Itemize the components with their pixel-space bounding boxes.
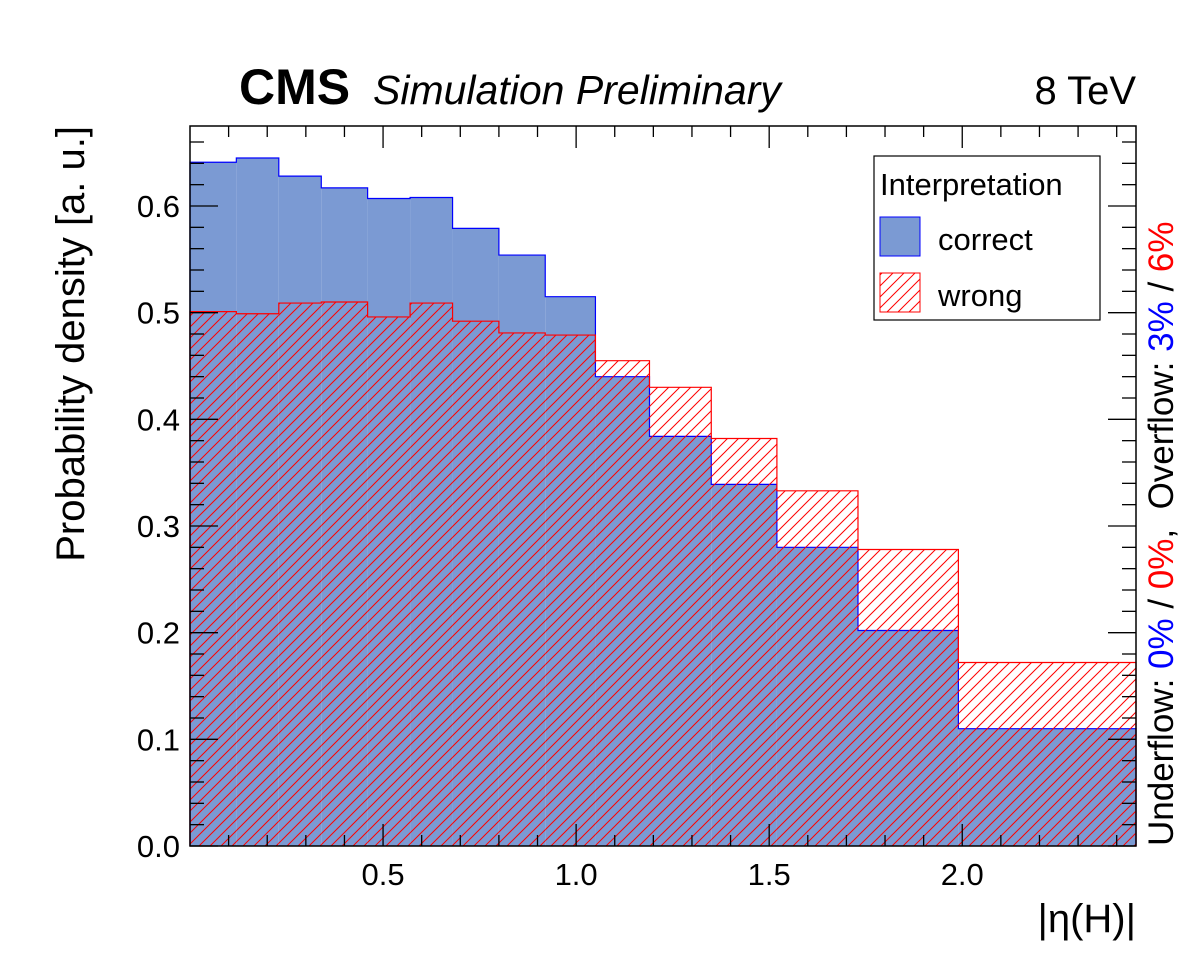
x-axis-label: |η(H)| bbox=[1037, 897, 1136, 941]
annotation-part-3: 0% bbox=[1142, 539, 1181, 590]
bar-wrong-9 bbox=[595, 360, 650, 846]
legend-swatch-wrong bbox=[879, 272, 921, 313]
bar-wrong-0 bbox=[190, 311, 237, 847]
annotation-part-0: Underflow: bbox=[1142, 669, 1181, 846]
cms-label: CMS bbox=[239, 59, 350, 115]
bar-wrong-14 bbox=[958, 662, 1136, 846]
bar-wrong-12 bbox=[776, 490, 858, 846]
bar-wrong-3 bbox=[321, 302, 368, 846]
legend-title: Interpretation bbox=[880, 167, 1063, 202]
x-tick-label-0: 0.5 bbox=[362, 857, 405, 892]
x-tick-label-3: 2.0 bbox=[941, 857, 984, 892]
annotation-part-2: / bbox=[1142, 589, 1181, 618]
annotation-part-4: , Overflow: bbox=[1142, 352, 1181, 539]
bar-wrong-5 bbox=[410, 303, 453, 847]
bar-wrong-7 bbox=[498, 332, 546, 846]
y-tick-label-3: 0.3 bbox=[137, 509, 180, 544]
bar-wrong-6 bbox=[452, 321, 499, 846]
bar-wrong-1 bbox=[236, 313, 279, 846]
plot-frame bbox=[189, 125, 1137, 847]
y-tick-label-0: 0.0 bbox=[137, 829, 180, 864]
bar-wrong-10 bbox=[649, 387, 712, 846]
legend-swatch-correct bbox=[879, 216, 921, 257]
y-tick-labels: 0.0 0.1 0.2 0.3 0.4 0.5 0.6 bbox=[137, 189, 180, 864]
series-wrong bbox=[189, 301, 1137, 847]
simulation-preliminary-label: Simulation Preliminary bbox=[373, 67, 783, 113]
y-tick-label-2: 0.2 bbox=[137, 616, 180, 651]
y-tick-label-5: 0.5 bbox=[137, 296, 180, 331]
y-tick-label-4: 0.4 bbox=[137, 402, 180, 437]
legend-label-wrong: wrong bbox=[937, 278, 1022, 313]
bar-wrong-11 bbox=[711, 438, 777, 846]
bar-wrong-13 bbox=[857, 549, 959, 846]
y-tick-label-6: 0.6 bbox=[137, 189, 180, 224]
axis-ticks bbox=[190, 126, 1136, 847]
bar-wrong-2 bbox=[278, 303, 322, 847]
x-tick-label-1: 1.0 bbox=[555, 857, 598, 892]
annotation-part-7: 6% bbox=[1142, 222, 1181, 273]
outline-wrong bbox=[189, 301, 1137, 846]
annotation-part-5: 3% bbox=[1142, 301, 1181, 352]
legend: Interpretation correct wrong bbox=[873, 155, 1101, 321]
annotation-part-6: / bbox=[1142, 272, 1181, 301]
energy-label: 8 TeV bbox=[1034, 69, 1136, 113]
y-axis-label: Probability density [a. u.] bbox=[49, 126, 93, 562]
y-tick-label-1: 0.1 bbox=[137, 722, 180, 757]
under-overflow-annotation: Underflow: 0% / 0%, Overflow: 3% / 6% bbox=[1142, 222, 1181, 847]
x-tick-label-2: 1.5 bbox=[748, 857, 791, 892]
bar-wrong-8 bbox=[545, 335, 596, 846]
annotation-part-1: 0% bbox=[1142, 618, 1181, 669]
legend-label-correct: correct bbox=[938, 222, 1033, 257]
bar-wrong-4 bbox=[367, 316, 411, 846]
x-tick-labels: 0.5 1.0 1.5 2.0 bbox=[362, 857, 984, 892]
